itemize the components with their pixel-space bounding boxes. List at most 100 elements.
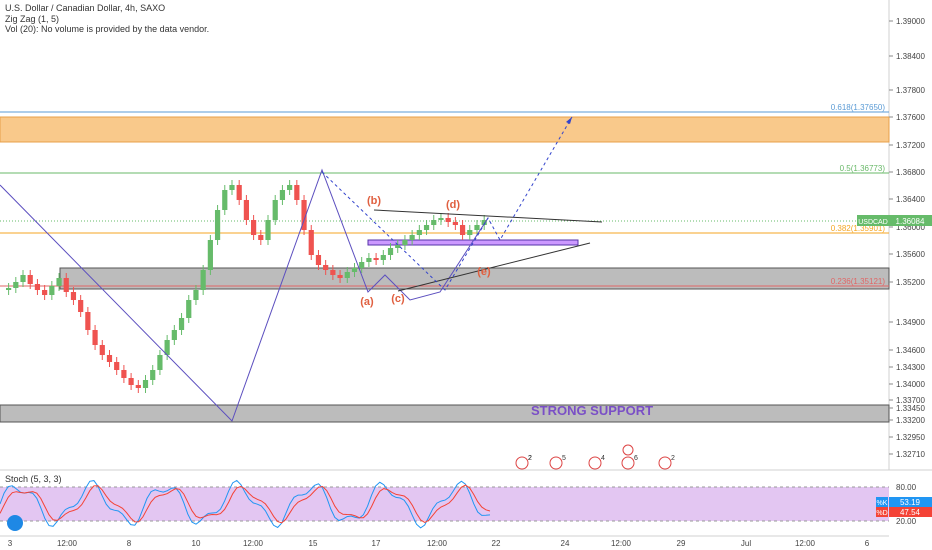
- candle-body: [330, 270, 336, 275]
- candle-body: [265, 220, 271, 240]
- candle-body: [402, 240, 408, 245]
- price-tick-label: 1.37600: [896, 113, 925, 122]
- candle-body: [481, 220, 487, 225]
- triangle-lower-line: [397, 242, 591, 292]
- candle-body: [323, 265, 329, 270]
- event-count: 2: [671, 455, 675, 462]
- candle-body: [395, 245, 401, 248]
- candle-body: [56, 278, 62, 286]
- symbol-title[interactable]: U.S. Dollar / Canadian Dollar, 4h, SAXO: [5, 3, 166, 13]
- candle-body: [445, 218, 451, 222]
- candle-body: [135, 385, 141, 388]
- candle-body: [92, 330, 98, 345]
- event-count: 2: [528, 455, 532, 462]
- candle-body: [99, 345, 105, 355]
- candle-body: [229, 185, 235, 190]
- k-value: 53.19: [900, 498, 921, 507]
- k-badge: [876, 497, 888, 507]
- zigzag-indicator-label[interactable]: Zig Zag (1, 5): [5, 14, 60, 24]
- economic-event-icon: [658, 456, 672, 470]
- wave-label: (e): [477, 266, 491, 278]
- price-tick-label: 1.35200: [896, 278, 925, 287]
- economic-event-icon: [621, 456, 635, 470]
- time-tick-label: 3: [8, 539, 13, 548]
- last-price-badge: [889, 215, 932, 226]
- economic-event-icon: [549, 456, 563, 470]
- projection-arrow-head: [566, 117, 572, 124]
- wave-label: (c): [391, 293, 405, 305]
- time-tick-label: 22: [492, 539, 501, 548]
- price-tick-label: 1.34300: [896, 363, 925, 372]
- candle-body: [78, 300, 84, 312]
- time-tick-label: 15: [309, 539, 318, 548]
- time-tick-label: 29: [677, 539, 686, 548]
- candle-body: [431, 220, 437, 225]
- price-tick-label: 1.32710: [896, 450, 925, 459]
- wave-label: (a): [360, 296, 374, 308]
- candle-body: [308, 230, 314, 255]
- candle-body: [344, 272, 350, 278]
- wave-label: (d): [446, 199, 460, 211]
- d-value: 47.54: [900, 508, 921, 517]
- tradingview-logo-icon: [7, 515, 23, 531]
- symbol-badge: [857, 215, 889, 226]
- candle-body: [243, 200, 249, 220]
- candle-body: [294, 185, 300, 200]
- stoch-band: [0, 487, 889, 521]
- price-tick-label: 1.32950: [896, 433, 925, 442]
- candle-body: [380, 255, 386, 260]
- candle-body: [171, 330, 177, 340]
- candle-body: [459, 225, 466, 235]
- candle-body: [164, 340, 170, 355]
- time-tick-label: 12:00: [795, 539, 816, 548]
- candle-body: [142, 380, 149, 388]
- k-badge-label: %K: [877, 500, 888, 507]
- candle-body: [236, 185, 242, 200]
- candle-body: [70, 292, 77, 300]
- stoch-title: Stoch (5, 3, 3): [5, 474, 62, 484]
- fib-label: 0.5(1.36773): [840, 164, 886, 173]
- fib-label: 0.618(1.37650): [831, 103, 886, 112]
- candle-body: [315, 255, 322, 265]
- k-value-badge: [889, 497, 932, 507]
- economic-event-icon: [515, 456, 529, 470]
- candle-body: [272, 200, 278, 220]
- candle-body: [6, 288, 12, 290]
- price-tick-label: 1.36800: [896, 168, 925, 177]
- candle-body: [157, 355, 163, 370]
- candle-body: [359, 262, 365, 268]
- candle-body: [287, 185, 293, 190]
- triangle-upper-line: [373, 209, 603, 223]
- candle-body: [222, 190, 228, 210]
- candle-body: [63, 278, 69, 292]
- candle-body: [34, 284, 41, 290]
- candle-body: [114, 362, 120, 370]
- volume-indicator-label[interactable]: Vol (20): No volume is provided by the d…: [5, 24, 210, 34]
- economic-event-icon: [588, 456, 602, 470]
- stoch-level-label: 20.00: [896, 517, 917, 526]
- candle-body: [20, 275, 26, 282]
- fib-label: 0.236(1.35121): [831, 277, 886, 286]
- last-price-label: 1.36084: [896, 217, 925, 226]
- stoch-d-line: [0, 484, 491, 524]
- candle-body: [42, 290, 48, 295]
- candle-body: [366, 258, 372, 262]
- candle-body: [128, 378, 134, 385]
- candle-body: [85, 312, 91, 330]
- strong-support-label: STRONG SUPPORT: [531, 403, 653, 418]
- price-tick-label: 1.36400: [896, 195, 925, 204]
- time-tick-label: 24: [561, 539, 570, 548]
- candle-body: [193, 290, 199, 300]
- resistance-zone: [0, 116, 890, 143]
- d-badge-label: %D: [876, 510, 887, 517]
- candle-body: [251, 220, 257, 235]
- price-tick-label: 1.36000: [896, 223, 925, 232]
- time-tick-label: 12:00: [427, 539, 448, 548]
- candle-body: [27, 275, 33, 284]
- candle-body: [279, 190, 286, 200]
- zigzag-line: [0, 168, 489, 422]
- stoch-k-line: [0, 479, 491, 529]
- time-tick-label: 10: [192, 539, 201, 548]
- candle-body: [438, 218, 444, 220]
